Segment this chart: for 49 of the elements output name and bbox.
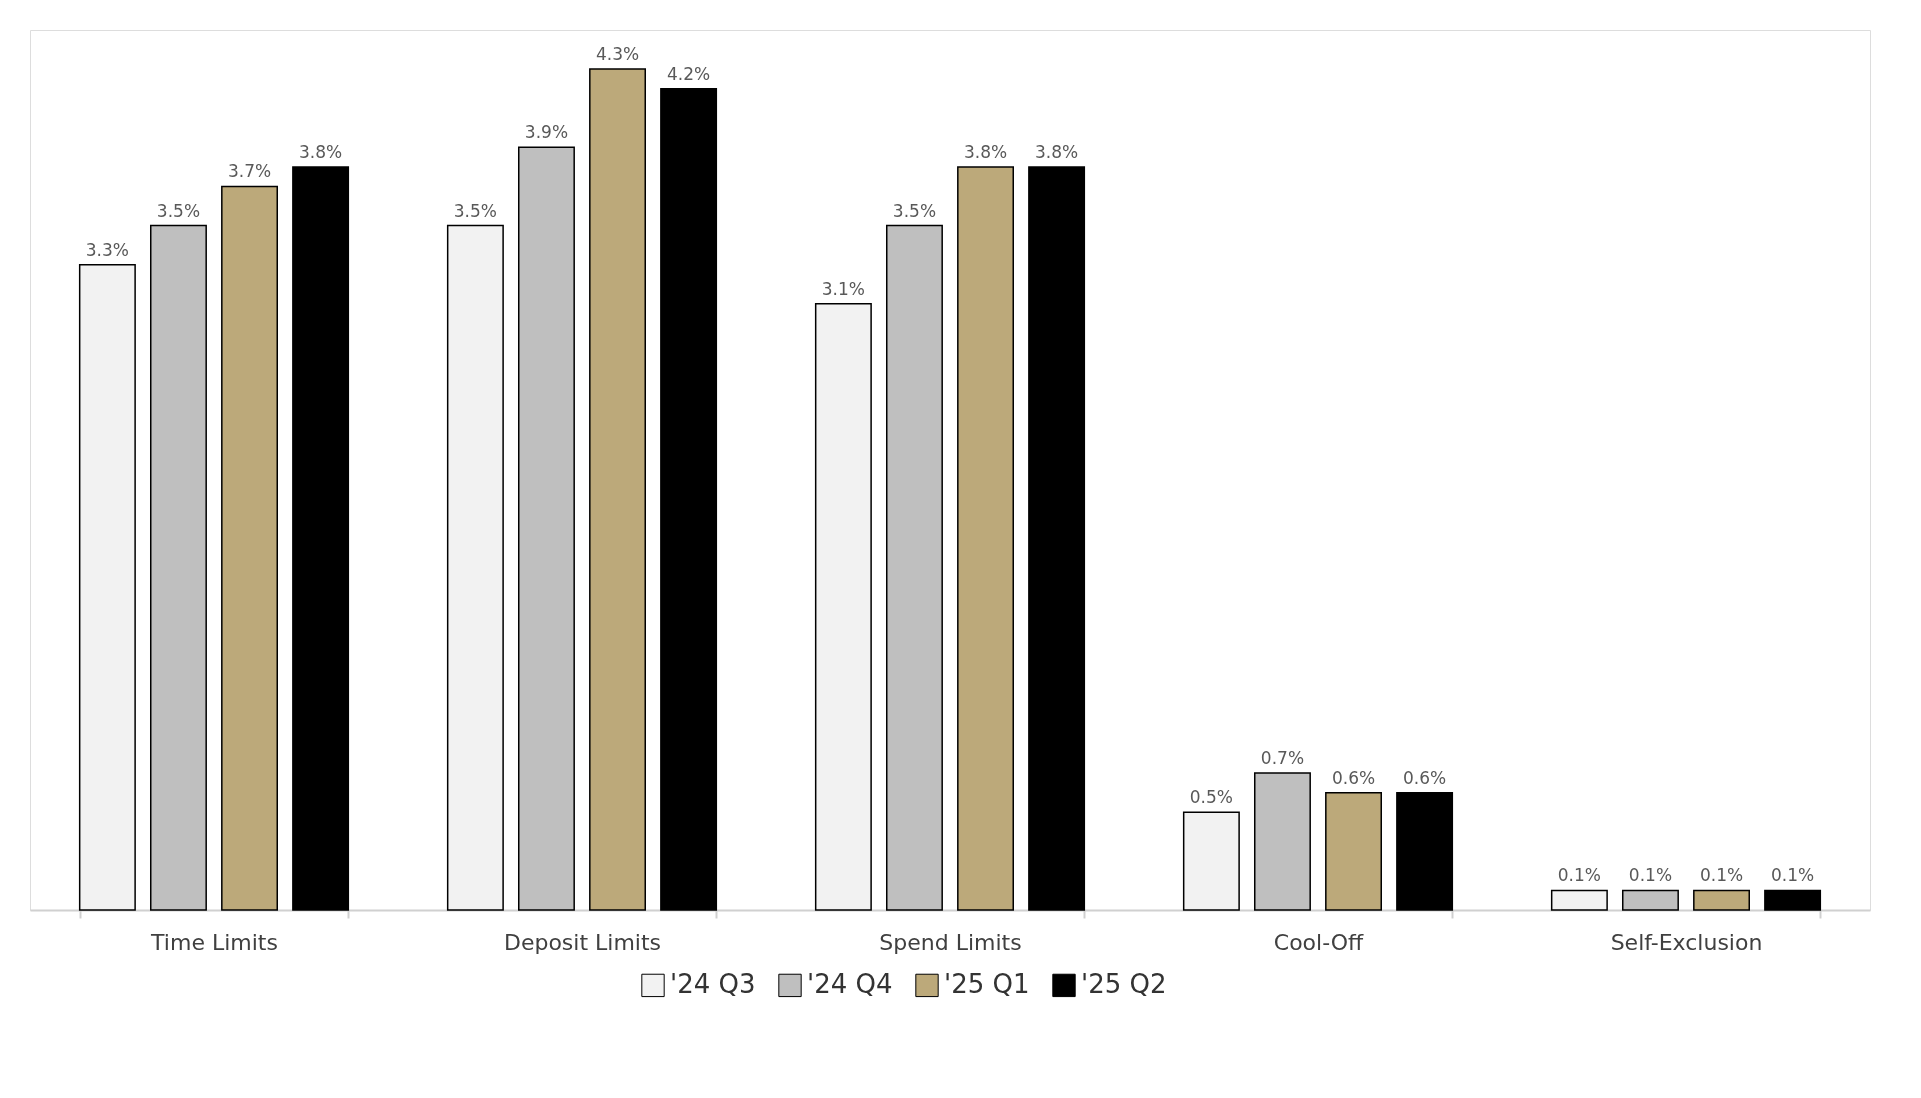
data-label: 0.1%: [1771, 865, 1815, 886]
x-tick-label: Cool-Off: [1273, 929, 1365, 955]
bar: [221, 185, 278, 911]
bar: [518, 146, 575, 911]
data-label: 3.1%: [821, 278, 865, 299]
bar: [292, 166, 350, 911]
bar: [1764, 889, 1822, 911]
x-tick-label: Spend Limits: [879, 929, 1022, 955]
legend-label: '24 Q3: [670, 969, 756, 1000]
bar: [150, 224, 207, 911]
data-label: 0.1%: [1628, 865, 1673, 886]
data-label: 0.6%: [1403, 767, 1447, 788]
data-label: 3.5%: [156, 200, 201, 221]
x-tick-label: Time Limits: [150, 929, 278, 955]
bar: [886, 224, 943, 911]
bar: [814, 303, 872, 911]
bar: [957, 166, 1014, 911]
bar: [1254, 772, 1311, 911]
bar: [1325, 791, 1382, 911]
data-label: 3.8%: [963, 141, 1008, 162]
bar: [589, 68, 646, 911]
legend-label: '25 Q2: [1081, 969, 1167, 1000]
bar: [1028, 166, 1086, 911]
data-label: 4.3%: [595, 44, 640, 65]
bar: [446, 224, 504, 911]
data-label: 3.8%: [299, 141, 343, 162]
bar: [1396, 791, 1454, 911]
legend-label: '24 Q4: [807, 969, 893, 1000]
data-label: 3.5%: [453, 200, 497, 221]
bar: [1693, 889, 1750, 911]
data-label: 0.1%: [1699, 865, 1744, 886]
data-label: 0.1%: [1557, 865, 1601, 886]
bar: [78, 263, 136, 911]
x-tick-label: Deposit Limits: [503, 929, 662, 955]
data-label: 3.8%: [1035, 141, 1079, 162]
data-label: 4.2%: [667, 63, 711, 84]
data-label: 0.5%: [1189, 787, 1233, 808]
bar: [1550, 889, 1608, 911]
bar: [660, 87, 718, 911]
legend-label: '25 Q1: [944, 969, 1030, 1000]
data-label: 3.5%: [892, 200, 937, 221]
bar: [1622, 889, 1679, 911]
data-label: 3.3%: [85, 239, 129, 260]
data-label: 3.9%: [524, 122, 569, 143]
data-label: 0.7%: [1260, 748, 1305, 769]
bar: [1182, 811, 1240, 911]
x-tick-label: Self-Exclusion: [1610, 929, 1763, 955]
data-label: 3.7%: [227, 161, 272, 182]
data-label: 0.6%: [1331, 767, 1376, 788]
